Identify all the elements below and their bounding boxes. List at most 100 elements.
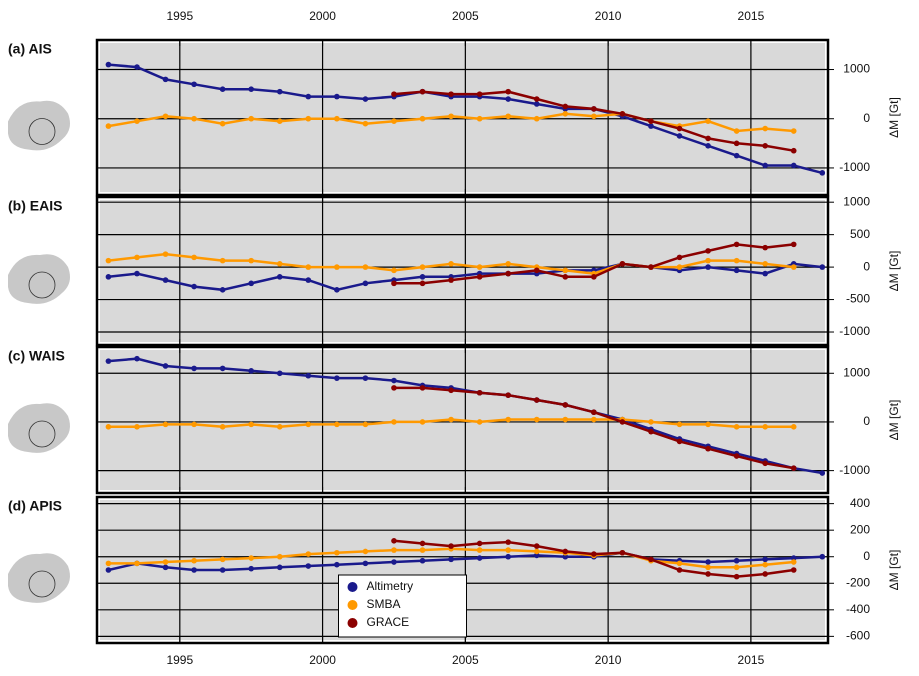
y-tick-label: 1000 xyxy=(843,365,870,379)
data-point xyxy=(448,277,454,283)
data-point xyxy=(705,564,711,571)
y-tick-label: 400 xyxy=(850,496,870,510)
data-point xyxy=(591,409,597,416)
x-tick-label: 2010 xyxy=(595,9,622,23)
data-point xyxy=(248,86,254,93)
pole-circle xyxy=(28,420,56,448)
data-point xyxy=(334,375,340,381)
data-point xyxy=(134,355,140,362)
data-point xyxy=(533,548,540,555)
data-point xyxy=(419,385,426,391)
y-tick-label: -600 xyxy=(846,629,870,643)
data-point xyxy=(619,111,626,117)
y-tick-label: -400 xyxy=(846,602,870,616)
data-point xyxy=(391,559,397,565)
data-point xyxy=(334,421,340,428)
data-point xyxy=(705,421,711,428)
data-point xyxy=(533,115,540,122)
y-tick-label: 200 xyxy=(850,522,870,536)
data-point xyxy=(448,261,454,267)
data-point xyxy=(733,128,740,134)
y-tick-label: -200 xyxy=(846,575,870,589)
y-tick-label: -1000 xyxy=(839,324,870,338)
data-point xyxy=(476,274,483,280)
data-point xyxy=(391,91,397,97)
data-point xyxy=(162,251,169,257)
data-point xyxy=(276,424,283,430)
data-point xyxy=(134,560,140,567)
data-point xyxy=(334,264,340,270)
data-point xyxy=(162,277,169,283)
data-point xyxy=(305,264,312,270)
data-point xyxy=(305,115,312,122)
data-point xyxy=(505,113,511,120)
data-point xyxy=(505,88,511,95)
data-point xyxy=(362,96,369,102)
data-point xyxy=(191,81,197,88)
data-point xyxy=(191,283,197,290)
data-point xyxy=(276,553,283,560)
data-point xyxy=(505,392,511,398)
data-point xyxy=(419,547,426,553)
data-point xyxy=(134,424,140,430)
data-point xyxy=(790,264,797,270)
data-point xyxy=(705,248,711,254)
data-point xyxy=(419,274,426,280)
data-point xyxy=(676,421,683,428)
data-point xyxy=(705,257,711,264)
data-point xyxy=(676,567,683,573)
y-tick-label: 0 xyxy=(863,111,870,125)
data-point xyxy=(619,549,626,556)
data-point xyxy=(219,257,226,264)
data-point xyxy=(591,551,597,557)
y-tick-label: 0 xyxy=(863,259,870,273)
data-point xyxy=(191,365,197,372)
data-point xyxy=(305,93,312,100)
data-point xyxy=(533,552,540,559)
data-point xyxy=(191,115,197,122)
data-point xyxy=(334,549,340,556)
data-point xyxy=(676,125,683,132)
data-point xyxy=(705,142,711,149)
data-point xyxy=(476,540,483,547)
data-point xyxy=(334,561,340,568)
data-point xyxy=(533,96,540,102)
legend-box xyxy=(338,574,467,638)
data-point xyxy=(276,370,283,377)
data-point xyxy=(134,64,140,70)
data-point xyxy=(448,113,454,120)
data-point xyxy=(276,564,283,571)
y-tick-label: -500 xyxy=(846,292,870,306)
x-tick-label: 2005 xyxy=(452,653,479,667)
data-point xyxy=(705,445,711,452)
data-point xyxy=(162,421,169,428)
data-point xyxy=(248,257,254,264)
panel-title: (d) APIS xyxy=(8,498,62,514)
series-line xyxy=(108,551,823,572)
data-point xyxy=(562,103,569,110)
data-point xyxy=(705,571,711,577)
data-point xyxy=(505,539,511,545)
y-axis-label: ΔM [Gt] xyxy=(887,550,901,591)
y-tick-label: 0 xyxy=(863,549,870,563)
series-line xyxy=(108,63,823,175)
data-point xyxy=(419,115,426,122)
x-tick-label: 1995 xyxy=(166,653,193,667)
data-point xyxy=(648,419,654,425)
data-point xyxy=(362,120,369,127)
data-point xyxy=(505,261,511,267)
pole-circle xyxy=(28,118,56,145)
data-point xyxy=(362,421,369,428)
panel-title: (a) AIS xyxy=(8,41,52,57)
data-point xyxy=(305,563,312,569)
data-point xyxy=(162,363,169,369)
data-point xyxy=(676,264,683,270)
data-point xyxy=(505,553,511,560)
x-tick-label: 2000 xyxy=(309,9,336,23)
y-tick-label: -1000 xyxy=(839,463,870,477)
data-point xyxy=(762,571,768,577)
data-point xyxy=(105,424,112,430)
data-point xyxy=(162,559,169,565)
data-point xyxy=(448,543,454,549)
data-point xyxy=(105,358,112,364)
